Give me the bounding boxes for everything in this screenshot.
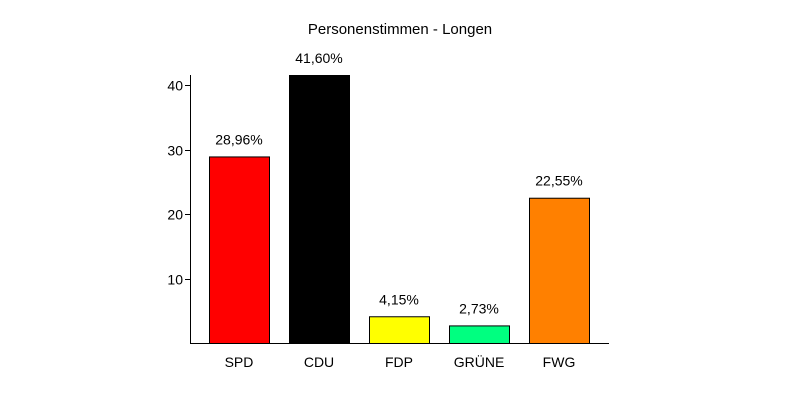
bar-spd	[209, 156, 270, 344]
y-tick-label: 30	[167, 143, 183, 159]
chart-title: Personenstimmen - Longen	[308, 21, 492, 38]
x-tick-label: GRÜNE	[454, 353, 505, 370]
data-label: 28,96%	[215, 131, 262, 147]
x-tick-label: CDU	[304, 354, 334, 370]
y-tick-label: 40	[167, 78, 183, 94]
data-label: 4,15%	[379, 291, 419, 307]
data-label: 2,73%	[459, 300, 499, 316]
y-tick-label: 20	[167, 207, 183, 223]
data-label: 41,60%	[295, 50, 342, 66]
x-tick-label: FWG	[543, 354, 576, 370]
y-tick-label: 10	[167, 272, 183, 288]
x-tick-label: FDP	[385, 354, 413, 370]
bar-cdu	[289, 75, 350, 344]
bar-fwg	[529, 197, 590, 344]
bar-grüne	[449, 325, 510, 345]
bar-fdp	[369, 316, 430, 345]
x-tick-label: SPD	[225, 354, 254, 370]
data-label: 22,55%	[535, 173, 582, 189]
